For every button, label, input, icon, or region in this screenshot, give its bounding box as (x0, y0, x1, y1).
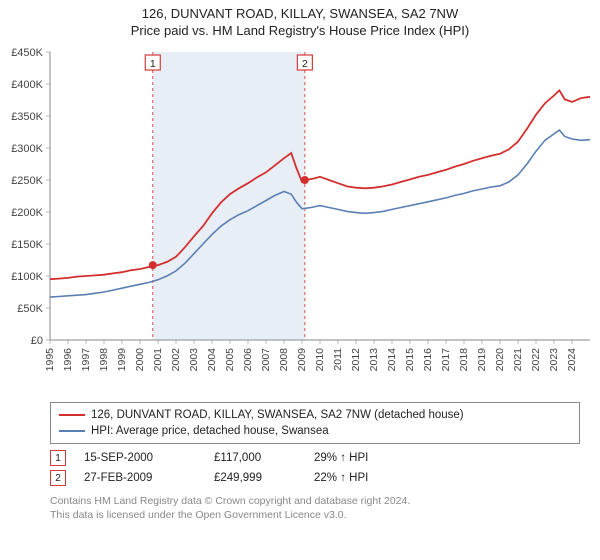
x-tick-label: 2010 (314, 348, 326, 372)
x-tick-label: 2004 (206, 348, 218, 372)
y-tick-label: £400K (11, 79, 43, 91)
transaction-marker-number: 1 (150, 58, 156, 70)
x-tick-label: 2013 (368, 348, 380, 372)
x-tick-label: 2016 (422, 348, 434, 372)
x-tick-label: 2008 (278, 348, 290, 372)
x-tick-label: 2020 (494, 348, 506, 372)
legend-swatch (59, 414, 85, 416)
transaction-point (301, 176, 309, 184)
x-tick-label: 2024 (566, 348, 578, 372)
y-tick-label: £350K (11, 111, 43, 123)
x-tick-label: 2005 (224, 348, 236, 372)
x-tick-label: 2023 (548, 348, 560, 372)
series-property (50, 90, 590, 279)
legend-label: 126, DUNVANT ROAD, KILLAY, SWANSEA, SA2 … (91, 409, 464, 421)
x-tick-label: 1999 (116, 348, 128, 372)
x-tick-label: 2021 (512, 348, 524, 372)
x-tick-label: 2017 (440, 348, 452, 372)
attribution: Contains HM Land Registry data © Crown c… (50, 494, 580, 522)
x-tick-label: 2012 (350, 348, 362, 372)
x-tick-label: 2015 (404, 348, 416, 372)
y-tick-label: £0 (31, 335, 43, 347)
legend-item: 126, DUNVANT ROAD, KILLAY, SWANSEA, SA2 … (59, 407, 571, 423)
transaction-point (149, 261, 157, 269)
transaction-price: £249,999 (214, 472, 314, 484)
transaction-price: £117,000 (214, 452, 314, 464)
x-tick-label: 2000 (134, 348, 146, 372)
attribution-line: Contains HM Land Registry data © Crown c… (50, 494, 580, 508)
x-tick-label: 2022 (530, 348, 542, 372)
x-tick-label: 2018 (458, 348, 470, 372)
y-tick-label: £100K (11, 271, 43, 283)
transaction-row: 2 27-FEB-2009£249,99922% ↑ HPI (50, 468, 580, 488)
chart-svg: £0 £50K £100K £150K £200K £250K £300K £350K £400… (0, 40, 600, 396)
transaction-marker-number: 2 (302, 58, 308, 70)
legend-label: HPI: Average price, detached house, Swan… (91, 425, 329, 437)
x-tick-label: 2019 (476, 348, 488, 372)
chart-title: 126, DUNVANT ROAD, KILLAY, SWANSEA, SA2 … (0, 6, 600, 21)
transaction-hpi: 22% ↑ HPI (314, 472, 424, 484)
y-tick-label: £150K (11, 239, 43, 251)
y-tick-label: £300K (11, 143, 43, 155)
transaction-row: 1 15-SEP-2000£117,00029% ↑ HPI (50, 448, 580, 468)
x-tick-label: 2014 (386, 348, 398, 372)
x-tick-label: 2002 (170, 348, 182, 372)
x-tick-label: 2006 (242, 348, 254, 372)
y-tick-label: £250K (11, 175, 43, 187)
attribution-line: This data is licensed under the Open Gov… (50, 508, 580, 522)
x-tick-label: 2003 (188, 348, 200, 372)
legend-item: HPI: Average price, detached house, Swan… (59, 423, 571, 439)
transaction-date: 27-FEB-2009 (84, 472, 214, 484)
x-tick-label: 1998 (98, 348, 110, 372)
chart-header: 126, DUNVANT ROAD, KILLAY, SWANSEA, SA2 … (0, 0, 600, 40)
x-tick-label: 1996 (62, 348, 74, 372)
chart-subtitle: Price paid vs. HM Land Registry's House … (0, 23, 600, 38)
transaction-table: 1 15-SEP-2000£117,00029% ↑ HPI 2 27-FEB-200… (50, 448, 580, 488)
x-tick-label: 1997 (80, 348, 92, 372)
x-tick-label: 2009 (296, 348, 308, 372)
y-tick-label: £450K (11, 47, 43, 59)
y-tick-label: £50K (17, 303, 43, 315)
transaction-marker: 2 (50, 470, 66, 486)
transaction-hpi: 29% ↑ HPI (314, 452, 424, 464)
transaction-date: 15-SEP-2000 (84, 452, 214, 464)
chart-area: £0 £50K £100K £150K £200K £250K £300K £350K £400… (0, 40, 600, 396)
transaction-marker: 1 (50, 450, 66, 466)
page-root: 126, DUNVANT ROAD, KILLAY, SWANSEA, SA2 … (0, 0, 600, 522)
y-tick-label: £200K (11, 207, 43, 219)
x-tick-label: 1995 (44, 348, 56, 372)
x-tick-label: 2007 (260, 348, 272, 372)
series-hpi (50, 130, 590, 297)
x-tick-label: 2011 (332, 348, 344, 371)
x-tick-label: 2001 (152, 348, 164, 372)
legend-swatch (59, 430, 85, 432)
legend: 126, DUNVANT ROAD, KILLAY, SWANSEA, SA2 … (50, 402, 580, 444)
